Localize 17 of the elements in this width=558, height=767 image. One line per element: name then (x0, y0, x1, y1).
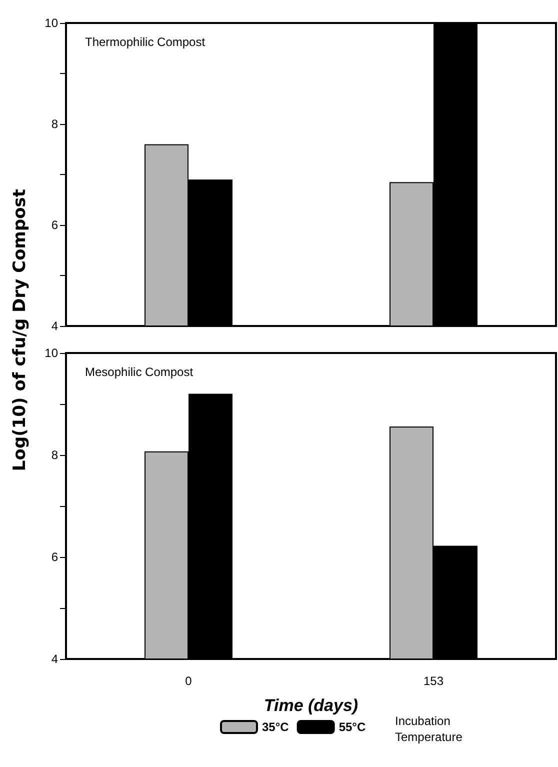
y-tick-label: 10 (44, 16, 58, 30)
legend-label: 55°C (338, 720, 366, 734)
y-tick-label: 6 (51, 218, 58, 232)
y-tick-label: 4 (51, 319, 58, 333)
y-axis-title: Log(10) of cfu/g Dry Compost (10, 188, 30, 474)
y-tick-label: 4 (51, 652, 58, 666)
legend-title: Incubation Temperature (395, 714, 463, 744)
text: Mesophilic Compost (85, 365, 194, 379)
y-tick-label: 6 (51, 550, 58, 564)
x-tick-label: 153 (423, 674, 444, 688)
legend-label: 35°C (262, 720, 290, 734)
y-tick-label: 10 (44, 346, 58, 360)
x-axis-title: Time (days) (264, 696, 358, 715)
x-tick-label: 0 (185, 674, 192, 688)
y-tick-label: 8 (51, 117, 58, 131)
y-tick-label: 8 (51, 448, 58, 462)
text: Thermophilic Compost (85, 35, 206, 49)
